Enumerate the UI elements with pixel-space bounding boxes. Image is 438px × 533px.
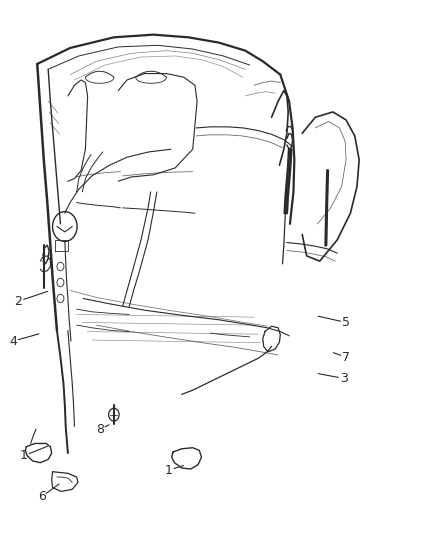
Text: 5: 5 xyxy=(342,316,350,329)
Text: 4: 4 xyxy=(9,335,17,348)
Text: 1: 1 xyxy=(20,449,28,462)
Text: 6: 6 xyxy=(38,490,46,503)
Text: 8: 8 xyxy=(96,423,104,435)
Text: 7: 7 xyxy=(342,351,350,364)
Text: 2: 2 xyxy=(14,295,22,308)
Text: 1: 1 xyxy=(165,464,173,477)
Text: 3: 3 xyxy=(340,372,348,385)
